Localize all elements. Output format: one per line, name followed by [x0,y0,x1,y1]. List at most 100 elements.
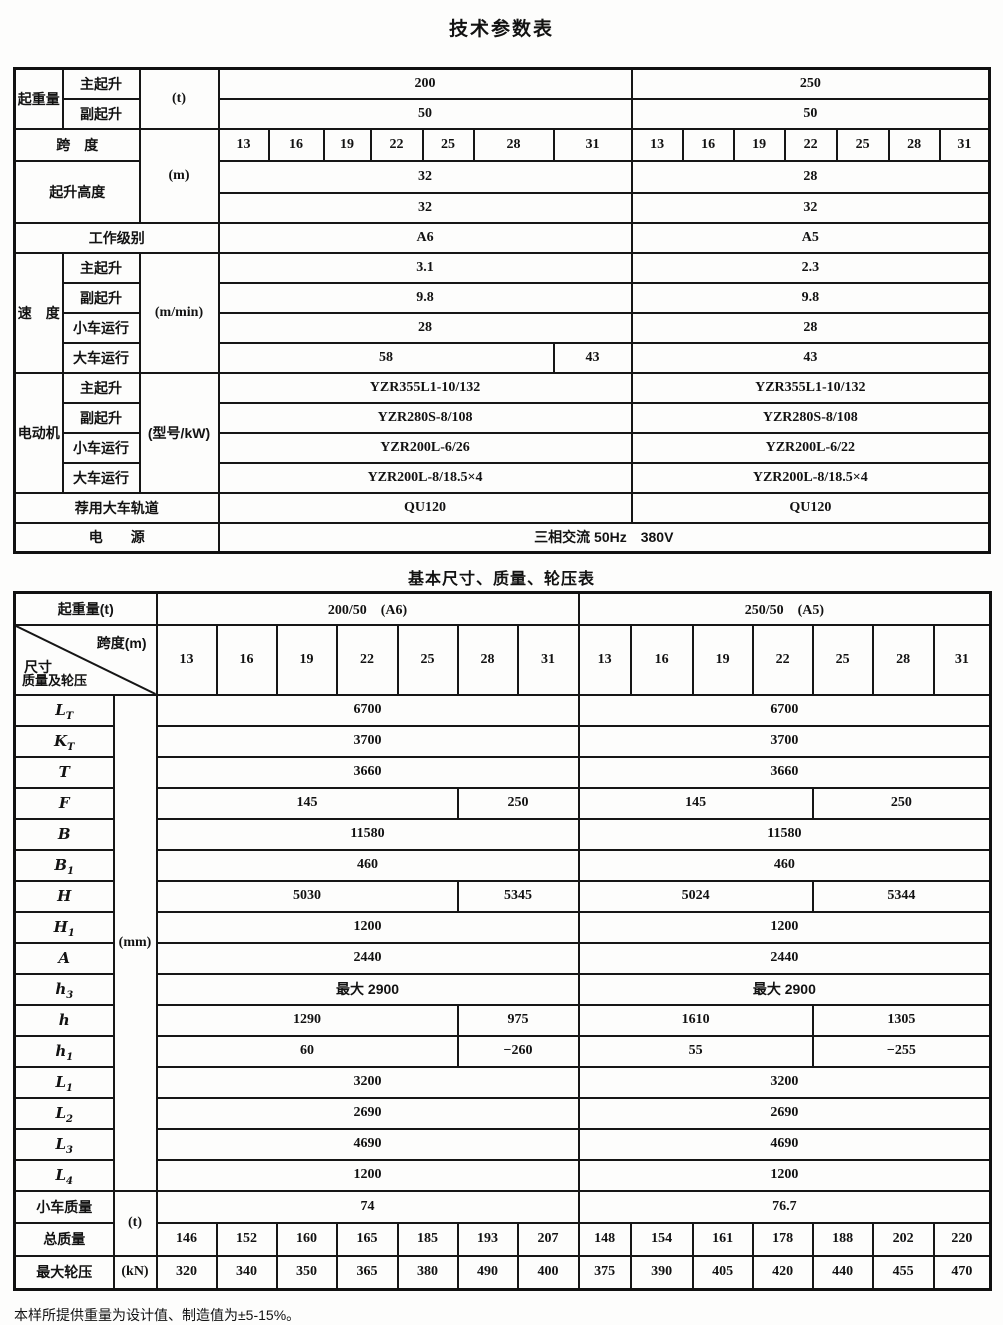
table-row: 工作级别 A6 A5 [13,221,991,254]
value-cell: 9.8 [630,281,991,314]
dim-label-L3: L3 [13,1127,115,1161]
span-header-cell: 25 [811,623,874,696]
value-cell: 405 [691,1254,754,1291]
unit-t: (t) [112,1189,158,1257]
corner-mass-wheel-label: 质量及轮压 [22,672,88,688]
value-cell: 250 [630,67,991,100]
table-row: 总质量 146 152 160 165 185 193 207 148 154 … [13,1221,992,1257]
footnote: 本样所提供重量为设计值、制造值为±5-15%。 [14,1307,301,1323]
span-header-cell: 22 [335,623,399,696]
span-header-cell: 25 [835,127,890,162]
value-cell: YZR200L-6/22 [630,431,991,464]
table-row: F 145 250 145 250 [13,786,992,820]
value-cell: 375 [577,1254,632,1291]
table-row: 起重量(t) 200/50 (A6) 250/50 (A5) [13,591,992,626]
value-cell: 161 [691,1221,754,1257]
value-cell: 1305 [811,1003,992,1037]
value-cell: 32 [630,191,991,224]
value-cell: 490 [456,1254,519,1291]
table-row: B 11580 11580 [13,817,992,851]
value-cell: −260 [456,1034,580,1068]
value-cell: 152 [215,1221,278,1257]
span-header-cell: 22 [369,127,424,162]
unit-kn: (kN) [112,1254,158,1291]
corner-dimension-label: 尺寸 [24,658,52,675]
value-cell: 2690 [577,1096,992,1130]
value-cell: 2.3 [630,251,991,284]
value-cell: YZR200L-8/18.5×4 [217,461,633,494]
value-cell: 55 [577,1034,814,1068]
dim-label-h: h [13,1003,115,1037]
table-row: H1 1200 1200 [13,910,992,944]
span-header-cell: 16 [215,623,278,696]
table-row: 电 源 三相交流 50Hz 380V [13,521,991,554]
value-cell: 165 [335,1221,399,1257]
table-row: 小车质量 (t) 74 76.7 [13,1189,992,1257]
table-row: h 1290 975 1610 1305 [13,1003,992,1037]
dim-label-L2: L2 [13,1096,115,1130]
label-crane-travel: 大车运行 [61,341,141,374]
value-cell: 320 [155,1254,218,1291]
label-capacity: 起重量 [13,67,64,130]
value-cell: 1610 [577,1003,814,1037]
unit-model-kw: (型号/kW) [138,371,220,494]
value-cell: 最大 2900 [577,972,992,1006]
value-cell: 3660 [155,755,580,789]
value-cell: 1200 [577,1158,992,1192]
value-cell: 340 [215,1254,278,1291]
tech-params-table: 起重量 主起升 (t) 200 250 副起升 50 50 跨 度 (m) 13… [13,67,992,554]
value-cell: 43 [552,341,633,374]
value-cell: 390 [629,1254,694,1291]
value-cell: 28 [217,311,633,344]
table-row: 小车运行 28 28 [15,311,991,344]
value-cell: 3200 [155,1065,580,1099]
span-header-cell: 19 [732,127,786,162]
dim-label-A: A [13,941,115,975]
value-cell: 188 [811,1221,874,1257]
label-span: 跨 度 [13,127,141,162]
value-cell: 2440 [155,941,580,975]
value-cell: 58 [217,341,555,374]
dim-label-L1: L1 [13,1065,115,1099]
table-row: 副起升 9.8 9.8 [15,281,991,314]
label-crane-travel: 大车运行 [61,461,141,494]
span-header-cell: 28 [871,623,935,696]
value-cell: 400 [516,1254,580,1291]
value-cell: QU120 [217,491,633,524]
value-cell: 5345 [456,879,580,913]
diagonal-divider [16,626,156,694]
table-row: 跨度(m) 尺寸 质量及轮压 13 16 19 22 25 28 31 13 1… [13,623,992,696]
dim-label-F: F [13,786,115,820]
table-row: LT (mm) 6700 6700 [13,693,992,1192]
value-cell: 3200 [577,1065,992,1099]
table-row: 电动机 主起升 (型号/kW) YZR355L1-10/132 YZR355L1… [13,371,991,494]
value-cell: 2690 [155,1096,580,1130]
unit-tonnes: (t) [138,67,220,130]
span-header-cell: 19 [322,127,372,162]
value-cell: QU120 [630,491,991,524]
value-cell: 207 [516,1221,580,1257]
value-cell: 60 [155,1034,459,1068]
span-header-cell: 13 [630,127,684,162]
value-cell: 455 [871,1254,935,1291]
value-cell: 146 [155,1221,218,1257]
span-header-cell: 13 [155,623,218,696]
span-header-cell: 13 [577,623,632,696]
label-aux-hoist: 副起升 [61,401,141,434]
label-capacity-t: 起重量(t) [13,591,158,626]
span-header-cell: 16 [629,623,694,696]
span-header-cell: 16 [267,127,325,162]
span-header-cell: 31 [938,127,991,162]
value-cell: 5024 [577,879,814,913]
dim-label-h3: h3 [13,972,115,1006]
span-header-cell: 28 [887,127,941,162]
value-cell: 1200 [577,910,992,944]
unit-mm: (mm) [112,693,158,1192]
group-header-200-50: 200/50 (A6) [155,591,580,626]
value-cell: YZR355L1-10/132 [630,371,991,404]
value-cell: 最大 2900 [155,972,580,1006]
span-header-cell: 13 [217,127,270,162]
table-row: 速 度 主起升 (m/min) 3.1 2.3 [13,251,991,374]
group-header-250-50: 250/50 (A5) [577,591,992,626]
span-header-cell: 31 [932,623,992,696]
